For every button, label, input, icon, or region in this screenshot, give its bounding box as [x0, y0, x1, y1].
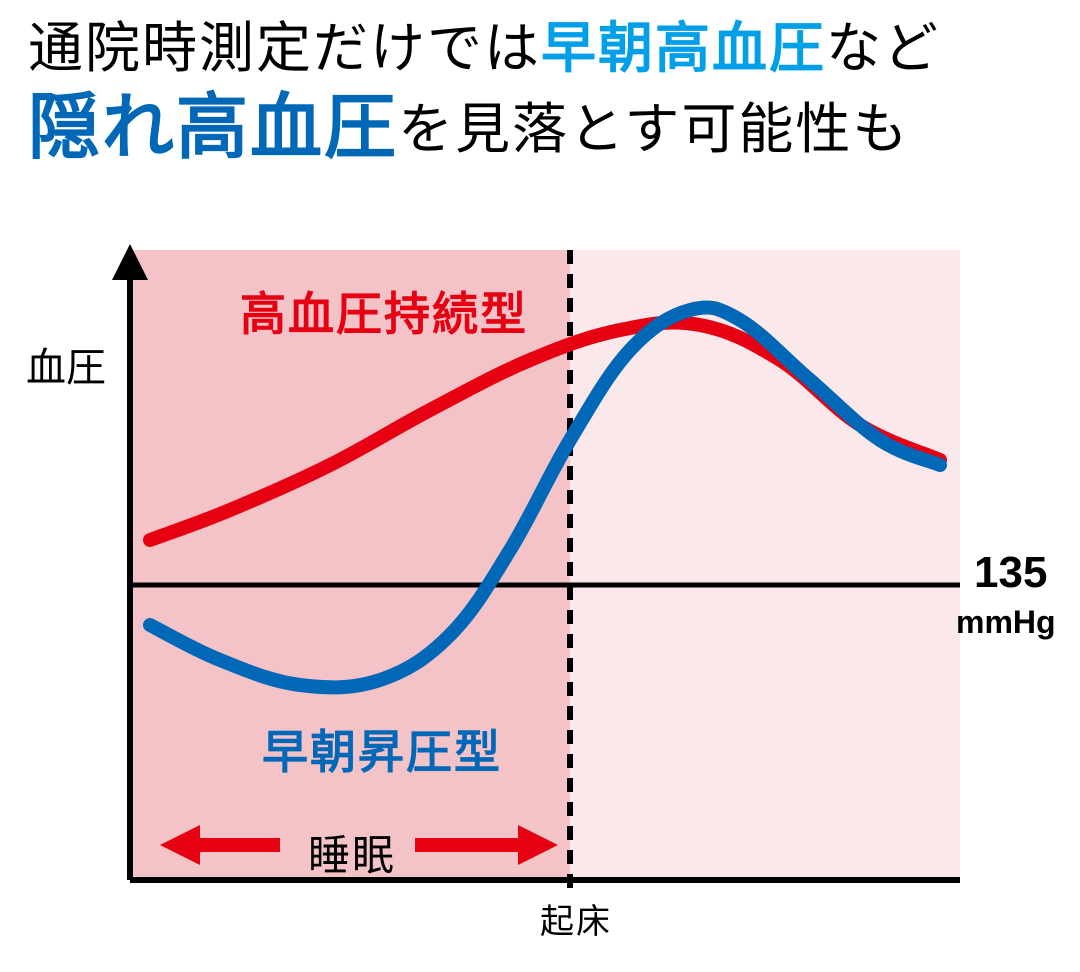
- chart: [0, 230, 1080, 950]
- legend-morning-surge: 早朝昇圧型: [262, 716, 502, 782]
- reference-value: 135: [974, 550, 1047, 596]
- headline-accent-blue: 隠れ高血圧: [28, 88, 398, 168]
- wake-label: 起床: [540, 894, 612, 943]
- page: 通院時測定だけでは早朝高血圧など 隠れ高血圧を見落とす可能性も 血圧 高血圧持続…: [0, 0, 1080, 972]
- reference-unit: mmHg: [956, 604, 1056, 641]
- headline-text: など: [826, 17, 940, 79]
- legend-sustained: 高血圧持続型: [240, 278, 528, 344]
- headline-row-2: 隠れ高血圧を見落とす可能性も: [28, 83, 1052, 173]
- headline-text: を見落とす可能性も: [398, 98, 909, 160]
- chart-svg: [0, 230, 1080, 950]
- headline: 通院時測定だけでは早朝高血圧など 隠れ高血圧を見落とす可能性も: [0, 0, 1080, 173]
- headline-row-1: 通院時測定だけでは早朝高血圧など: [28, 14, 1052, 83]
- headline-text: 通院時測定だけでは: [28, 17, 541, 79]
- sleep-label: 睡眠: [308, 822, 396, 883]
- headline-accent-cyan: 早朝高血圧: [541, 17, 826, 79]
